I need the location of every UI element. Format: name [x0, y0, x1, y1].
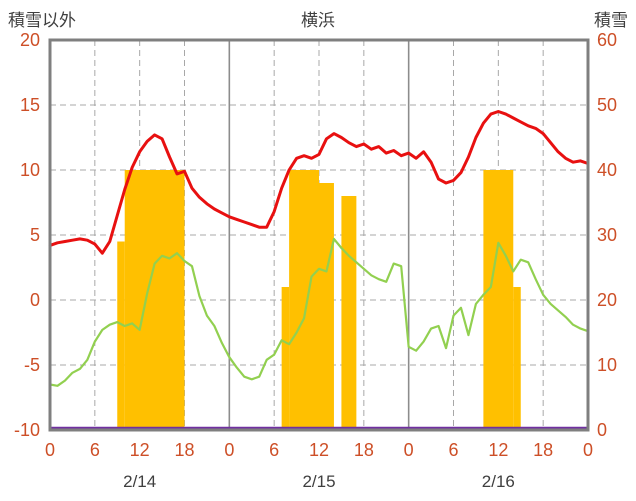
right-axis-tick: 10: [597, 355, 617, 375]
left-axis-tick: 10: [20, 160, 40, 180]
chart-title: 横浜: [301, 11, 335, 30]
gridlines: [50, 40, 588, 430]
green-line: [48, 237, 590, 387]
right-axis-tick: 0: [597, 420, 607, 440]
right-axis-tick: 50: [597, 95, 617, 115]
left-axis-tick: 0: [30, 290, 40, 310]
red-line: [48, 110, 590, 255]
left-axis-title: 積雪以外: [8, 11, 76, 30]
x-axis-hour-tick: 18: [354, 440, 374, 460]
x-axis-hour-tick: 12: [488, 440, 508, 460]
x-axis-hour-tick: 12: [130, 440, 150, 460]
left-axis-tick: -5: [24, 355, 40, 375]
x-axis-hour-tick: 6: [448, 440, 458, 460]
left-axis-tick: 15: [20, 95, 40, 115]
x-axis-hour-tick: 12: [309, 440, 329, 460]
x-axis-hour-tick: 18: [174, 440, 194, 460]
orange-bar: [124, 170, 185, 430]
right-axis-title: 積雪: [594, 11, 628, 30]
x-axis-hour-tick: 6: [269, 440, 279, 460]
orange-bar: [289, 170, 319, 430]
x-axis-day-label: 2/15: [302, 472, 335, 491]
orange-bar: [341, 196, 357, 430]
plot-border: [48, 38, 590, 432]
x-axis-day-label: 2/14: [123, 472, 156, 491]
sunshine-bars: [117, 170, 521, 430]
right-axis-tick: 60: [597, 30, 617, 50]
orange-bar: [483, 170, 514, 430]
x-axis-hour-tick: 0: [224, 440, 234, 460]
x-axis-hour-tick: 0: [583, 440, 593, 460]
orange-bar: [117, 241, 125, 430]
right-axis-tick: 20: [597, 290, 617, 310]
orange-bar: [513, 287, 521, 430]
x-axis-hour-tick: 0: [404, 440, 414, 460]
x-axis-hour-tick: 6: [90, 440, 100, 460]
left-axis-tick: 5: [30, 225, 40, 245]
red-line-series: [48, 110, 590, 255]
x-axis-day-label: 2/16: [482, 472, 515, 491]
x-axis-hour-tick: 0: [45, 440, 55, 460]
x-axis-hour-tick: 18: [533, 440, 553, 460]
orange-bar: [281, 287, 290, 430]
right-axis-tick: 40: [597, 160, 617, 180]
orange-bar: [319, 183, 334, 430]
green-line-series: [48, 237, 590, 387]
right-axis-tick: 30: [597, 225, 617, 245]
left-axis-tick: -10: [14, 420, 40, 440]
left-axis-tick: 20: [20, 30, 40, 50]
